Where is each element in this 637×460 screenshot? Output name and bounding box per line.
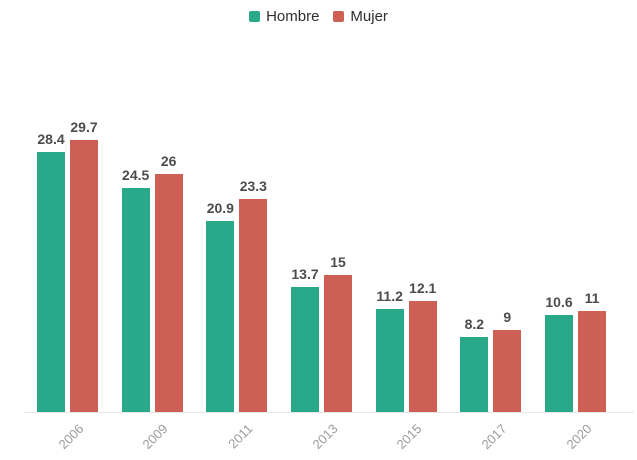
bar-mujer-2017[interactable] xyxy=(493,329,522,412)
legend: Hombre Mujer xyxy=(0,8,637,25)
x-axis-baseline xyxy=(24,412,634,413)
value-label-mujer-2011: 23.3 xyxy=(239,177,267,194)
bar-hombre-2015[interactable] xyxy=(375,309,404,412)
x-axis-label-2015: 2015 xyxy=(393,421,425,453)
x-axis-label-2017: 2017 xyxy=(478,421,510,453)
x-axis-label-2013: 2013 xyxy=(309,421,341,453)
value-label-hombre-2015: 11.2 xyxy=(376,288,403,305)
bar-mujer-2006[interactable] xyxy=(70,140,98,412)
legend-label: Hombre xyxy=(266,8,320,25)
bar-mujer-2011[interactable] xyxy=(239,198,268,412)
x-axis-label-2020: 2020 xyxy=(563,421,595,453)
value-label-hombre-2009: 24.5 xyxy=(122,166,150,183)
value-label-mujer-2020: 11 xyxy=(584,290,600,307)
value-label-hombre-2011: 20.9 xyxy=(206,199,234,216)
bar-mujer-2020[interactable] xyxy=(578,311,606,412)
x-axis-label-2006: 2006 xyxy=(55,421,87,453)
x-axis-label-2009: 2009 xyxy=(139,421,171,453)
bar-hombre-2020[interactable] xyxy=(545,314,573,412)
value-label-mujer-2013: 15 xyxy=(330,253,346,270)
bar-mujer-2013[interactable] xyxy=(324,274,352,412)
value-label-mujer-2006: 29.7 xyxy=(70,119,98,135)
bar-mujer-2015[interactable] xyxy=(408,301,437,412)
legend-swatch-mujer xyxy=(333,11,345,22)
bar-hombre-2011[interactable] xyxy=(206,220,235,412)
legend-item-hombre[interactable]: Hombre xyxy=(249,8,319,25)
value-label-mujer-2017: 9 xyxy=(503,308,512,325)
bar-mujer-2009[interactable] xyxy=(154,173,183,412)
value-label-mujer-2009: 26 xyxy=(160,152,177,169)
legend-item-mujer[interactable]: Mujer xyxy=(333,8,388,25)
value-label-hombre-2017: 8.2 xyxy=(464,315,485,332)
value-label-hombre-2006: 28.4 xyxy=(37,130,65,147)
bar-hombre-2009[interactable] xyxy=(121,187,150,412)
value-label-mujer-2015: 12.1 xyxy=(409,280,437,297)
value-label-hombre-2020: 10.6 xyxy=(545,293,573,310)
bar-hombre-2006[interactable] xyxy=(37,151,65,412)
legend-label: Mujer xyxy=(350,8,388,25)
legend-swatch-hombre xyxy=(249,11,261,22)
value-label-hombre-2013: 13.7 xyxy=(291,265,319,282)
x-axis-label-2011: 2011 xyxy=(225,421,256,452)
bar-hombre-2017[interactable] xyxy=(460,336,489,412)
bar-hombre-2013[interactable] xyxy=(291,286,319,412)
